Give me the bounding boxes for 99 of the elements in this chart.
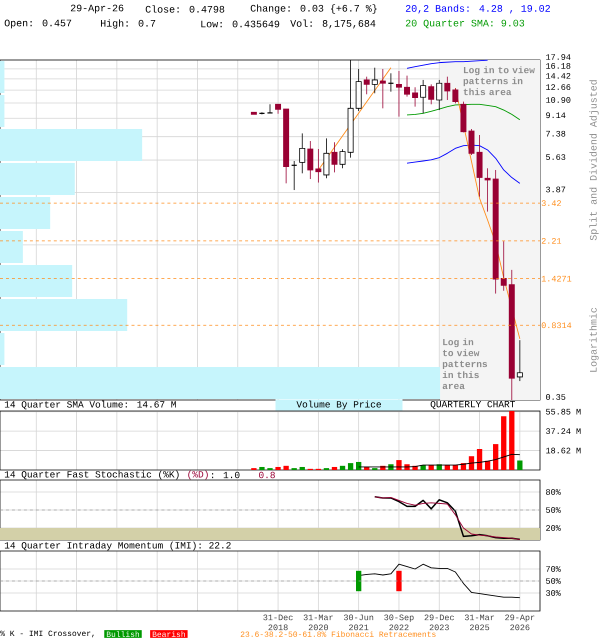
candlestick xyxy=(452,88,458,104)
bar xyxy=(0,61,4,93)
x-tick-label: 30-Jun 2021 xyxy=(344,614,374,630)
bar xyxy=(476,449,482,470)
y-tick-label: 5.63 xyxy=(546,154,566,160)
candlestick xyxy=(420,80,426,114)
text: Logarithmic xyxy=(589,308,599,372)
bar xyxy=(0,333,4,365)
x-tick-label: 29-Dec 2023 xyxy=(424,614,454,630)
bar xyxy=(0,299,128,331)
y-tick-label: 70% xyxy=(546,566,561,572)
y-tick-label: 37.24 M xyxy=(546,428,581,434)
bar xyxy=(0,163,75,195)
y-tick-label: 80% xyxy=(546,489,561,495)
text: High: 0.7 xyxy=(100,19,156,29)
bar xyxy=(493,444,498,470)
y-tick-label: 10.90 xyxy=(546,97,570,103)
bar xyxy=(348,463,354,470)
y-tick-label: 30% xyxy=(546,590,561,596)
candlestick xyxy=(396,70,402,118)
y-tick-label: 12.66 xyxy=(546,84,570,90)
candlestick xyxy=(412,86,418,108)
annotation: Log in to view patterns in this area xyxy=(442,338,488,390)
candlestick xyxy=(291,160,298,190)
text: Vol: 8,175,684 xyxy=(290,20,376,28)
y-tick-label: 18.62 M xyxy=(546,448,581,454)
text: Close: 0.4798 xyxy=(146,5,224,13)
y-tick-label: 20% xyxy=(546,525,561,531)
text: 29-Apr-26 xyxy=(70,4,124,14)
candlestick xyxy=(340,148,346,169)
chart-title: 14 Quarter Fast Stochastic (%K) xyxy=(4,470,179,480)
ref-line-label: 1.4271 xyxy=(542,276,572,282)
candlestick xyxy=(516,340,523,382)
text: 0.8 xyxy=(259,472,275,478)
candlestick xyxy=(484,168,491,212)
bar xyxy=(283,466,289,470)
candlestick xyxy=(372,67,378,94)
ref-line-label: 0.8314 xyxy=(542,322,572,328)
x-tick-label: 31-Dec 2018 xyxy=(263,614,293,630)
bar xyxy=(0,95,4,127)
y-tick-label: 3.87 xyxy=(546,186,566,192)
chart-title: 14 Quarter Intraday Momentum (IMI): 22.2 xyxy=(4,542,231,550)
bar xyxy=(300,466,305,470)
candlestick xyxy=(428,84,434,105)
y-tick-label: 17.94 xyxy=(546,54,571,60)
candlestick xyxy=(307,140,314,180)
candlestick xyxy=(468,128,474,156)
bar xyxy=(484,460,490,470)
x-tick-label: 31-Mar 2020 xyxy=(304,614,333,630)
y-tick-label: 14.42 xyxy=(546,73,570,79)
bar xyxy=(340,466,346,470)
ref-line-label: 2.21 xyxy=(542,238,562,244)
x-tick-label: 31-Mar 2025 xyxy=(464,614,494,630)
y-tick-label: 16.18 xyxy=(546,63,570,69)
bar xyxy=(444,465,450,470)
bar xyxy=(517,460,523,470)
candlestick xyxy=(444,76,450,100)
bar xyxy=(501,416,506,470)
text: Change: 0.03 {+6.7 %} xyxy=(250,4,377,14)
candlestick xyxy=(323,138,330,179)
text: Low: 0.435649 xyxy=(201,20,280,28)
candlestick xyxy=(275,104,282,114)
text: (%D) xyxy=(188,470,208,480)
bar xyxy=(332,466,338,470)
ref-line-label: 3.42 xyxy=(542,200,561,206)
bar xyxy=(0,231,23,263)
text: 20 Quarter SMA: 9.03 xyxy=(406,20,524,28)
candlestick xyxy=(388,72,394,92)
candlestick xyxy=(380,68,386,109)
y-tick-label: 50% xyxy=(546,578,561,584)
text: Open: 0.457 xyxy=(4,20,72,28)
bar xyxy=(0,197,50,229)
bar xyxy=(0,129,142,161)
candlestick xyxy=(315,148,322,183)
candlestick xyxy=(332,142,338,173)
y-tick-label: 50% xyxy=(546,507,561,513)
y-tick-label: 55.85 M xyxy=(546,408,581,415)
y-tick-label: 9.14 xyxy=(546,112,566,118)
candlestick xyxy=(404,75,410,98)
line-series xyxy=(406,144,520,184)
line-series xyxy=(406,104,520,120)
text: 20,2 Bands: 4.28 , 19.02 xyxy=(406,4,550,14)
annotation: Log in to view patterns in this area xyxy=(464,66,535,96)
text: QUARTERLY CHART xyxy=(430,400,516,410)
text: : 1.0 xyxy=(212,472,240,478)
bar xyxy=(509,411,514,470)
y-axis-title: Split and Dividend Adjusted xyxy=(589,80,599,240)
bar xyxy=(0,265,72,297)
bar xyxy=(259,466,265,470)
y-tick-label: 0.35 xyxy=(546,394,566,400)
x-tick-label: 29-Apr 2026 xyxy=(505,614,534,630)
candlestick xyxy=(364,76,370,95)
bar xyxy=(356,462,362,470)
y-tick-label: 7.38 xyxy=(546,130,566,137)
x-tick-label: 30-Sep 2022 xyxy=(384,614,414,630)
bar xyxy=(275,466,281,470)
chart-title: 14 Quarter SMA Volume: 14.67 M xyxy=(4,400,176,410)
text: Volume By Price xyxy=(296,400,381,410)
candlestick xyxy=(299,132,306,174)
